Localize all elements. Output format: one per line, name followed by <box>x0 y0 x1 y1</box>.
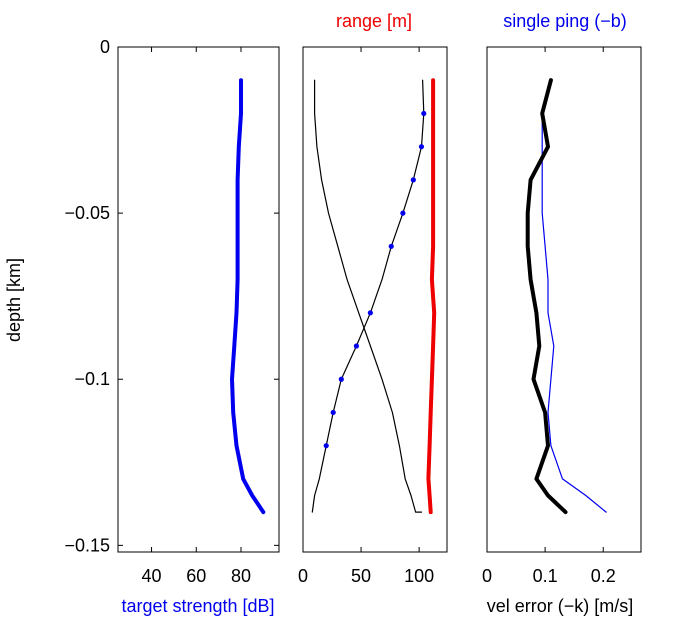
x-tick-label: 60 <box>186 566 206 586</box>
x-tick-label: 0.2 <box>591 566 616 586</box>
x-tick-label: 100 <box>404 566 434 586</box>
data-point <box>388 243 394 249</box>
panel-frame <box>302 46 448 553</box>
data-point <box>330 409 336 416</box>
panel-target-strength: 40 60 80 0 −0.05 −0.1 −0.15 depth [km] target … <box>4 37 280 616</box>
data-point <box>400 210 406 216</box>
data-point <box>323 443 329 449</box>
x-tick-label: 0.1 <box>533 566 558 586</box>
x-axis-label: target strength [dB] <box>121 596 274 616</box>
y-tick-label: −0.05 <box>64 203 110 223</box>
panel-title: single ping (−b) <box>503 11 627 31</box>
series-line <box>314 79 423 513</box>
series-line <box>230 78 266 515</box>
x-tick-label: 40 <box>142 566 162 586</box>
panel-title: range [m] <box>336 11 412 31</box>
panel-frame <box>117 46 280 553</box>
y-tick-label: −0.1 <box>74 369 110 389</box>
data-point <box>367 310 373 316</box>
panel-velocity-error: 0 0.1 0.2 single ping (−b) vel error (−k) … <box>482 11 642 616</box>
x-tick-label: 0 <box>298 566 308 586</box>
series-line <box>525 78 568 515</box>
data-point <box>338 376 344 382</box>
panel-range: 0 50 100 range [m] <box>298 11 448 586</box>
panel-frame <box>486 46 642 553</box>
x-tick-label: 0 <box>482 566 492 586</box>
x-axis-label: vel error (−k) [m/s] <box>487 596 634 616</box>
series-line <box>311 79 425 513</box>
y-tick-label: −0.15 <box>64 535 110 555</box>
y-axis-label: depth [km] <box>4 258 24 342</box>
series-line <box>426 78 437 515</box>
data-point <box>418 144 425 150</box>
data-point <box>410 177 416 183</box>
data-point <box>421 110 427 117</box>
series-line <box>541 79 607 513</box>
data-point <box>353 343 360 349</box>
x-tick-label: 50 <box>351 566 371 586</box>
y-tick-label: 0 <box>100 37 110 57</box>
x-tick-label: 80 <box>231 566 251 586</box>
